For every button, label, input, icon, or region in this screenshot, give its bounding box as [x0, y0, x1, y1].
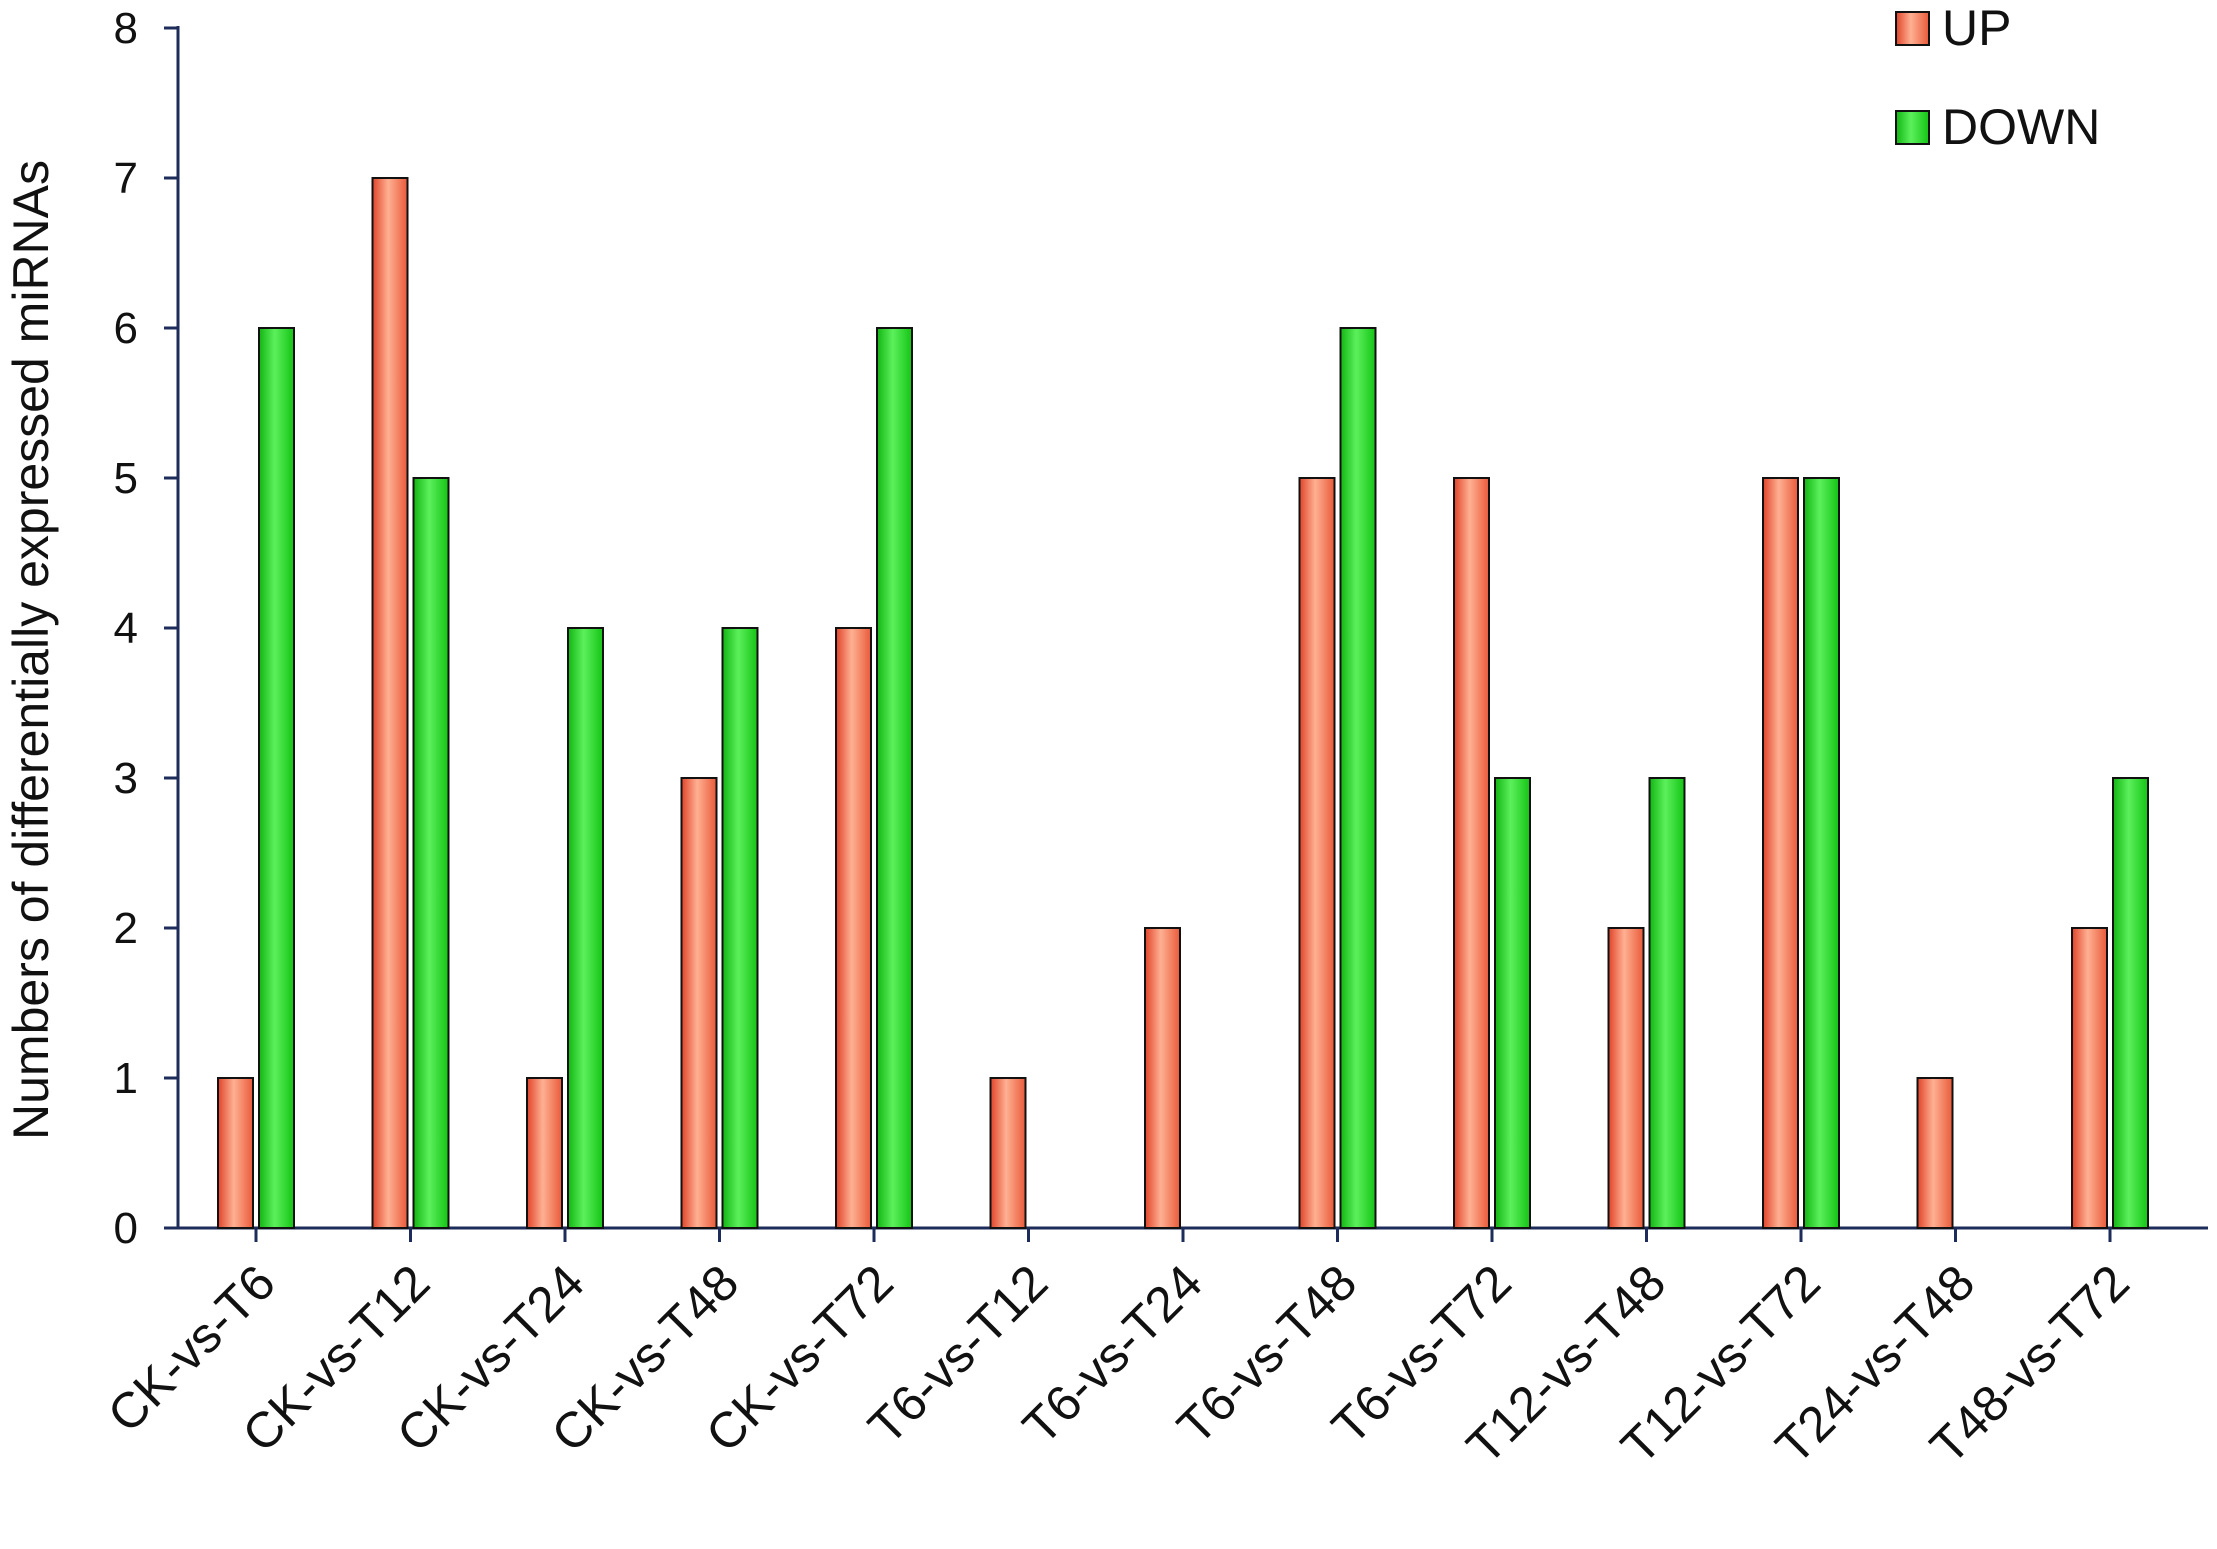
bar-up-t12-vs-t72	[1762, 477, 1799, 1229]
bar-down-ck-vs-t12	[412, 477, 450, 1229]
y-tick-label: 5	[114, 454, 138, 503]
y-tick-label: 1	[114, 1054, 138, 1103]
x-axis	[178, 1226, 2208, 1242]
y-tick-label: 4	[114, 604, 138, 653]
bar-up-ck-vs-t6	[217, 1077, 254, 1229]
bar-up-t24-vs-t48	[1916, 1077, 1954, 1229]
bar-up-ck-vs-t72	[835, 627, 872, 1229]
y-tick-label: 2	[114, 904, 138, 953]
y-tick-label: 8	[114, 4, 138, 53]
bar-down-t6-vs-t72	[1494, 777, 1531, 1229]
bar-up-t6-vs-t48	[1298, 477, 1336, 1229]
legend-label-down: DOWN	[1942, 99, 2100, 155]
y-axis-label: Numbers of differentially expressed miRN…	[3, 160, 59, 1140]
bar-down-t6-vs-t48	[1339, 327, 1377, 1229]
legend-label-up: UP	[1942, 0, 2011, 56]
bar-up-ck-vs-t12	[371, 177, 409, 1229]
bar-down-ck-vs-t6	[258, 327, 295, 1229]
y-tick-label: 6	[114, 304, 138, 353]
bar-up-t48-vs-t72	[2071, 927, 2108, 1229]
bar-down-t48-vs-t72	[2112, 777, 2149, 1229]
bar-up-ck-vs-t24	[526, 1077, 563, 1229]
y-tick-label: 0	[114, 1204, 138, 1253]
bar-down-t12-vs-t72	[1803, 477, 1840, 1229]
bar-down-t12-vs-t48	[1648, 777, 1686, 1229]
bar-up-t6-vs-t24	[1144, 927, 1181, 1229]
bar-up-t6-vs-t12	[989, 1077, 1027, 1229]
legend-swatch-up	[1895, 11, 1930, 46]
bar-down-ck-vs-t48	[721, 627, 759, 1229]
legend-swatch-down	[1895, 110, 1930, 145]
y-axis: 0 1 2 3 4 5 6 7 8	[114, 4, 180, 1253]
bar-up-t12-vs-t48	[1607, 927, 1645, 1229]
y-tick-label: 7	[114, 154, 138, 203]
bar-up-t6-vs-t72	[1453, 477, 1490, 1229]
legend: UP DOWN	[1895, 0, 2100, 155]
bar-up-ck-vs-t48	[680, 777, 718, 1229]
bars	[217, 177, 2149, 1229]
bar-down-ck-vs-t72	[876, 327, 913, 1229]
y-tick-label: 3	[114, 754, 138, 803]
bar-down-ck-vs-t24	[567, 627, 604, 1229]
category-labels: CK-vs-T6CK-vs-T12CK-vs-T24CK-vs-T48CK-vs…	[97, 1254, 2140, 1474]
